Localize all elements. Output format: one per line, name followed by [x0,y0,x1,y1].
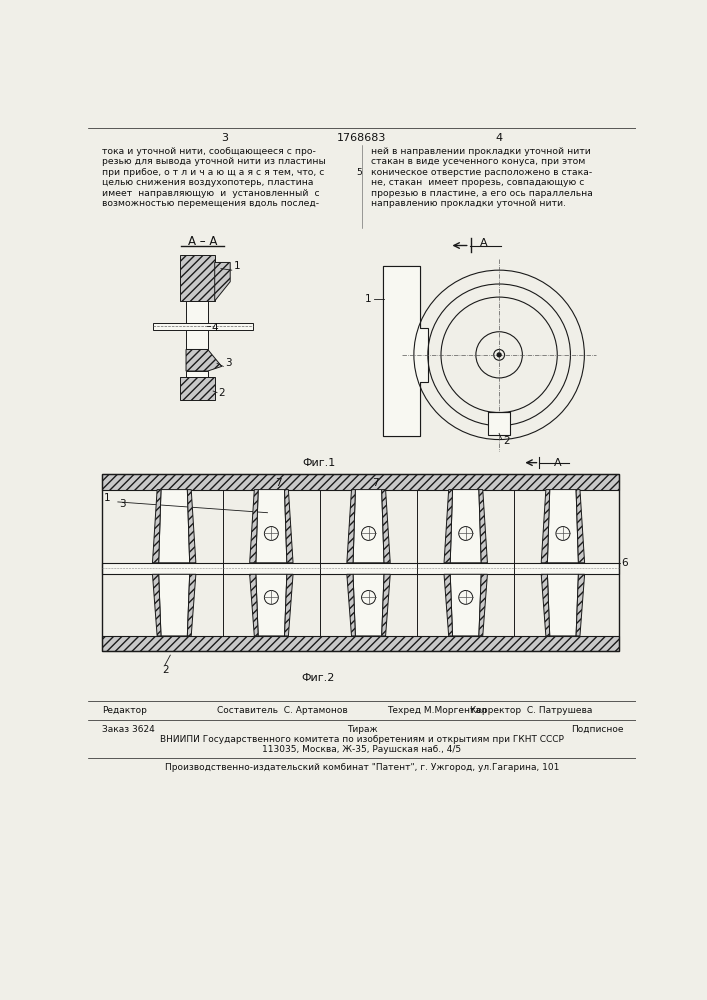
Text: Тираж: Тираж [346,725,378,734]
Polygon shape [158,574,189,636]
Polygon shape [450,574,481,636]
Polygon shape [180,255,215,301]
Polygon shape [215,262,230,301]
Text: Фиг.1: Фиг.1 [302,458,335,468]
Text: 3: 3 [225,358,231,368]
Polygon shape [256,490,287,563]
Text: Техред М.Моргентал: Техред М.Моргентал [387,706,487,715]
Bar [103,563,619,574]
Polygon shape [479,574,487,636]
Text: 2: 2 [163,665,169,675]
Circle shape [556,527,570,540]
Polygon shape [541,490,550,563]
Text: 4: 4 [211,323,218,333]
Text: 4: 4 [496,133,503,143]
Text: 1768683: 1768683 [337,133,387,143]
Text: А: А [554,458,561,468]
Text: 1: 1 [104,493,110,503]
Polygon shape [444,574,452,636]
Text: А: А [480,238,487,248]
Bar [489,412,510,435]
Text: 2: 2 [503,436,510,446]
Polygon shape [383,266,428,436]
Polygon shape [158,490,189,563]
Text: 3: 3 [119,499,126,509]
Polygon shape [153,574,161,636]
Circle shape [264,527,279,540]
Text: Заказ 3624: Заказ 3624 [103,725,155,734]
Text: Редактор: Редактор [103,706,147,715]
Bar [186,330,208,349]
Polygon shape [256,574,287,636]
Polygon shape [444,490,452,563]
Text: Составитель  С. Артамонов: Составитель С. Артамонов [217,706,348,715]
Polygon shape [187,574,196,636]
Text: Корректор  С. Патрушева: Корректор С. Патрушева [469,706,592,715]
Bar [186,371,208,377]
Polygon shape [284,574,293,636]
Text: 7: 7 [373,478,379,488]
Circle shape [361,590,375,604]
Polygon shape [547,490,578,563]
Text: ВНИИПИ Государственного комитета по изобретениям и открытиям при ГКНТ СССР: ВНИИПИ Государственного комитета по изоб… [160,735,564,744]
Bar [103,474,619,490]
Bar [103,636,619,651]
Circle shape [264,590,279,604]
Polygon shape [186,349,222,371]
Polygon shape [547,574,578,636]
Text: ней в направлении прокладки уточной нити
стакан в виде усеченного конуса, при эт: ней в направлении прокладки уточной нити… [371,147,593,208]
Text: 1: 1 [234,261,240,271]
Circle shape [361,527,375,540]
Bar [186,301,208,323]
Polygon shape [180,377,215,400]
Text: 5: 5 [357,168,363,177]
Circle shape [459,590,473,604]
Polygon shape [284,490,293,563]
Polygon shape [479,490,487,563]
Circle shape [497,353,501,357]
Bar [153,323,253,330]
Polygon shape [541,574,550,636]
Polygon shape [353,490,384,563]
Polygon shape [347,574,356,636]
Bar [383,266,420,436]
Text: 2: 2 [218,388,226,398]
Text: 7: 7 [275,478,282,488]
Text: А – А: А – А [188,235,218,248]
Polygon shape [576,490,585,563]
Text: 3: 3 [221,133,228,143]
Text: Фиг.2: Фиг.2 [302,673,335,683]
Polygon shape [250,574,258,636]
Text: 113035, Москва, Ж-35, Раушская наб., 4/5: 113035, Москва, Ж-35, Раушская наб., 4/5 [262,745,462,754]
Polygon shape [353,574,384,636]
Polygon shape [347,490,356,563]
Polygon shape [576,574,585,636]
Polygon shape [382,490,390,563]
Text: Подписное: Подписное [571,725,623,734]
Text: 1: 1 [365,294,371,304]
Polygon shape [187,490,196,563]
Text: 6: 6 [621,558,627,568]
Polygon shape [250,490,258,563]
Polygon shape [450,490,481,563]
Text: Производственно-издательский комбинат "Патент", г. Ужгород, ул.Гагарина, 101: Производственно-издательский комбинат "П… [165,763,559,772]
Text: тока и уточной нити, сообщающееся с про-
резью для вывода уточной нити из пласти: тока и уточной нити, сообщающееся с про-… [103,147,326,208]
Polygon shape [382,574,390,636]
Bar [103,474,619,651]
Polygon shape [153,490,161,563]
Circle shape [459,527,473,540]
